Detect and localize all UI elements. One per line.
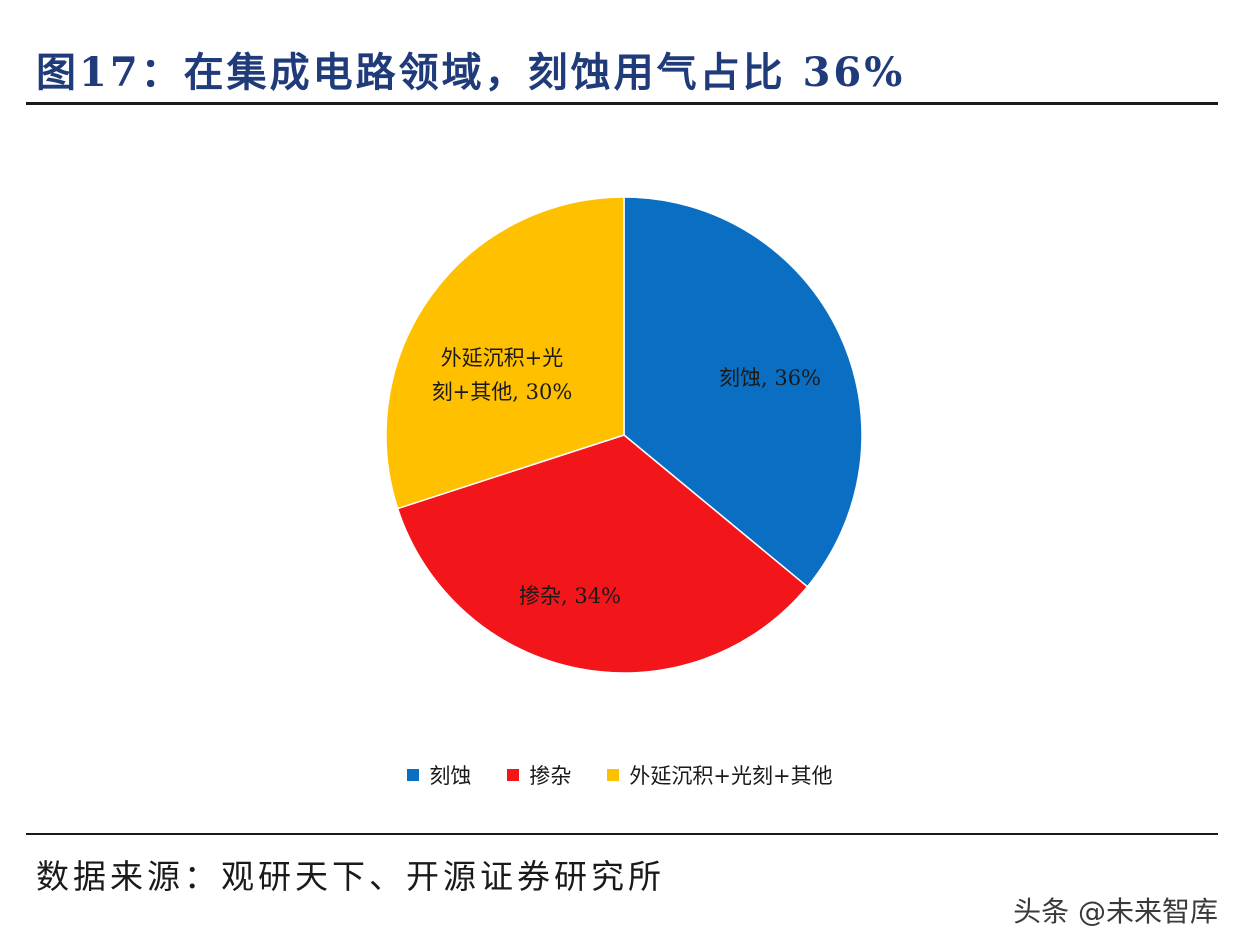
pie-slice-etching xyxy=(623,196,863,588)
pie-chart: 刻蚀, 36% 掺杂, 34% 外延沉积+光刻+其他, 30% xyxy=(385,196,863,674)
source-divider xyxy=(26,833,1218,835)
legend-item-doping: 掺杂 xyxy=(507,760,571,790)
data-source: 数据来源：观研天下、开源证券研究所 xyxy=(36,857,665,896)
legend-swatch-other xyxy=(607,769,620,781)
watermark: 头条 @未来智库 xyxy=(1013,895,1218,928)
chart-title: 图17：在集成电路领域，刻蚀用气占比 36% xyxy=(36,49,906,96)
legend-swatch-etching xyxy=(407,769,420,781)
legend: 刻蚀 掺杂 外延沉积+光刻+其他 xyxy=(0,760,1240,790)
legend-label-other: 外延沉积+光刻+其他 xyxy=(629,764,833,788)
slice-label-other-line-1: 外延沉积+光 xyxy=(441,346,564,370)
legend-item-other: 外延沉积+光刻+其他 xyxy=(607,760,833,790)
title-divider xyxy=(26,102,1218,105)
legend-swatch-doping xyxy=(507,769,520,781)
legend-label-etching: 刻蚀 xyxy=(429,764,472,788)
slice-label-doping: 掺杂, 34% xyxy=(519,584,621,608)
legend-label-doping: 掺杂 xyxy=(529,764,572,788)
slice-label-other-line-2: 刻+其他, 30% xyxy=(432,380,573,404)
pie-slice-other xyxy=(385,196,625,510)
pie-slice-doping xyxy=(396,434,809,674)
slice-label-etching: 刻蚀, 36% xyxy=(719,366,821,390)
legend-item-etching: 刻蚀 xyxy=(407,760,471,790)
